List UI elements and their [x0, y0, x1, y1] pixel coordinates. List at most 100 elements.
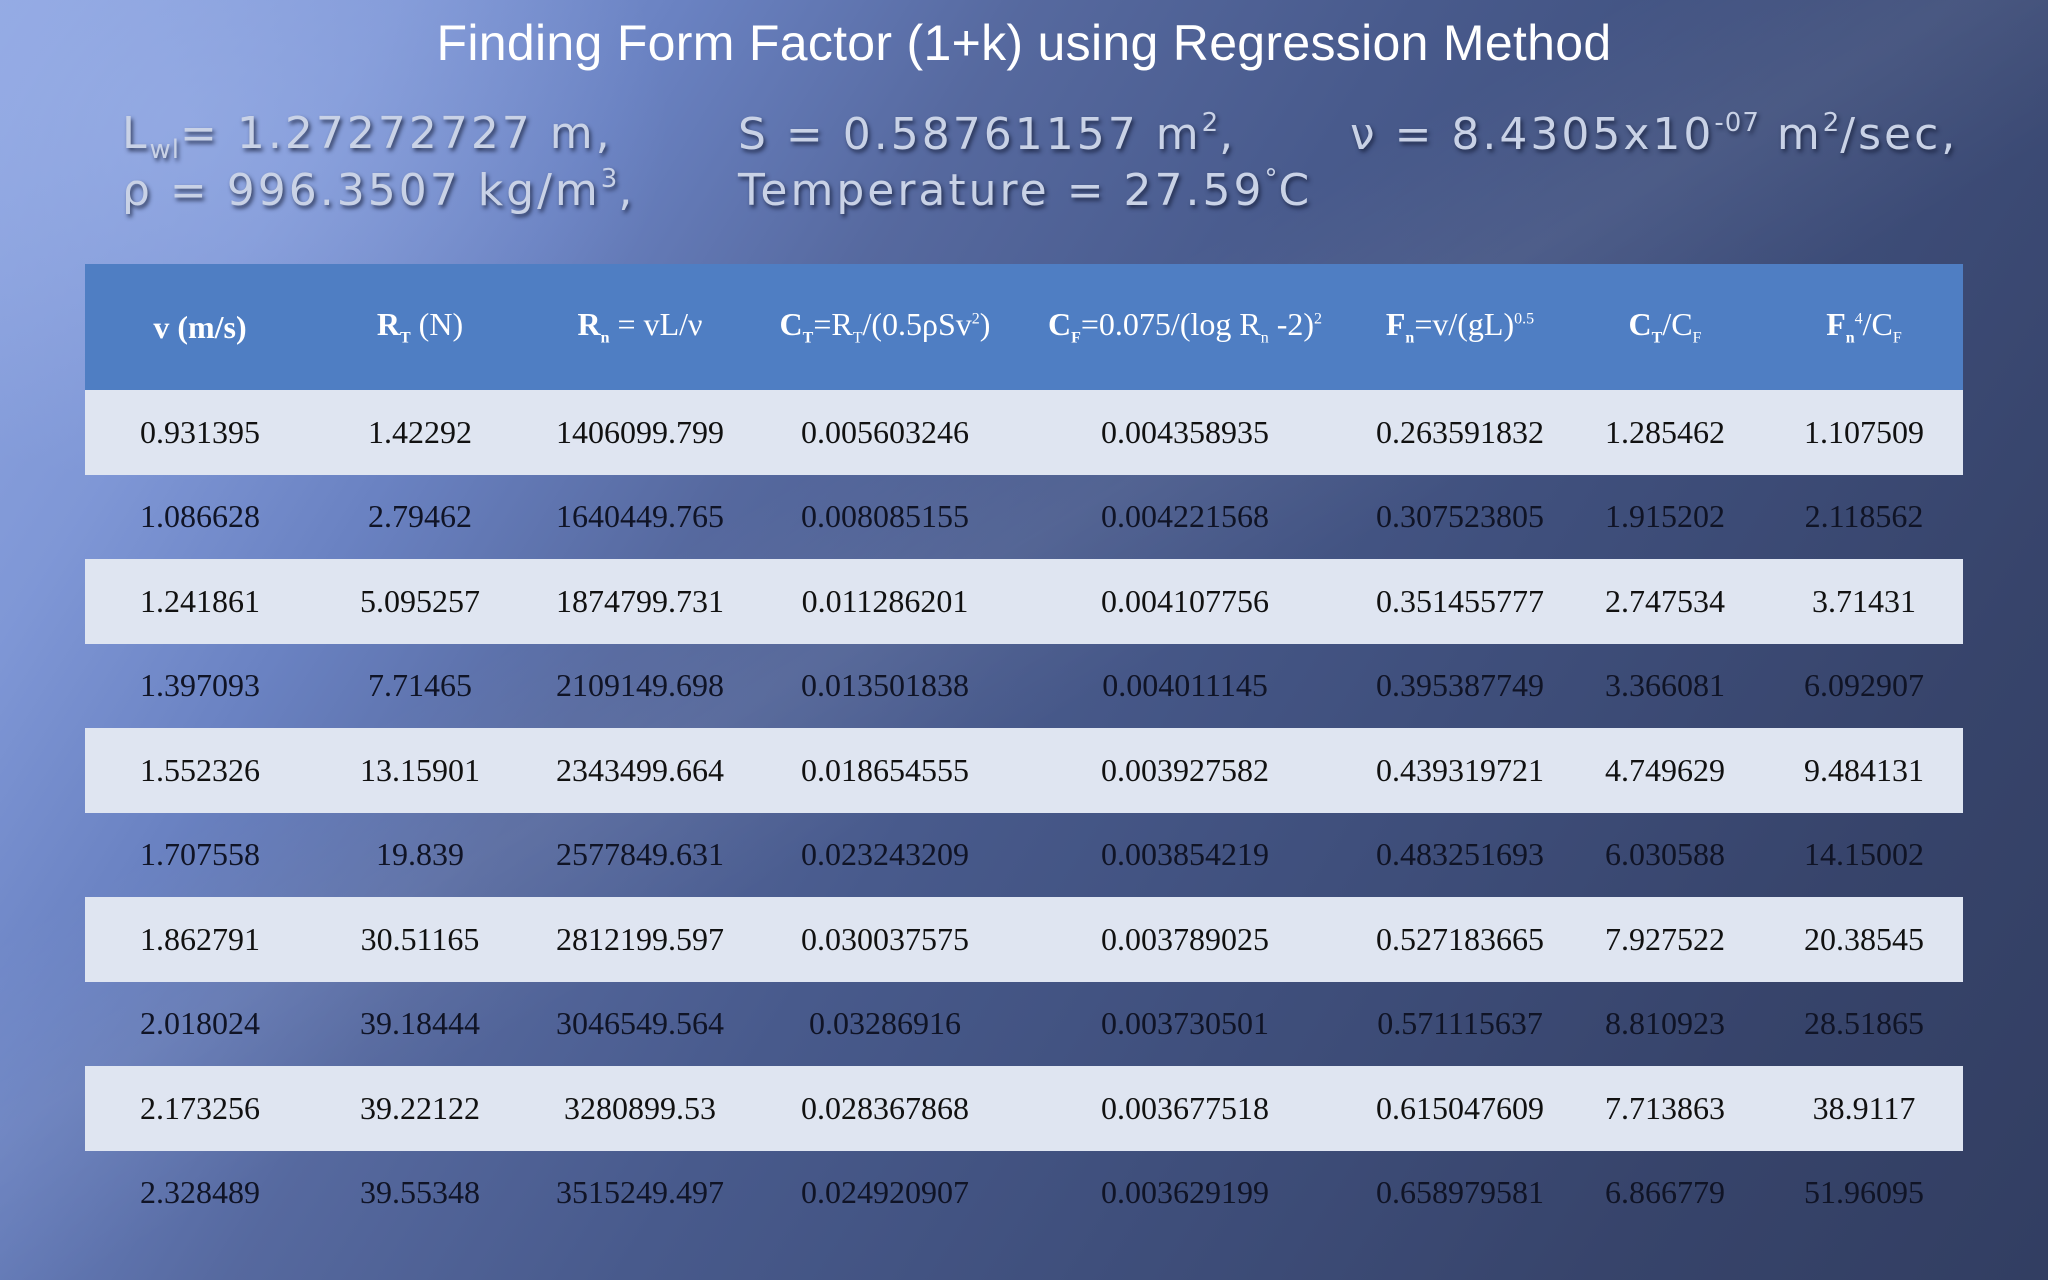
table-cell: 2.79462	[368, 498, 472, 535]
table-cell: 51.96095	[1804, 1174, 1924, 1211]
table-cell: 4.749629	[1565, 728, 1765, 813]
table-cell: 1.42292	[315, 390, 525, 475]
table-row: 0.931395 1.42292 1406099.799 0.005603246 0.0…	[85, 390, 1963, 475]
table-cell: 0.439319721	[1355, 728, 1565, 813]
table-cell: 38.9117	[1765, 1066, 1963, 1151]
table-cell: 0.03286916	[809, 1005, 961, 1042]
table-cell: 2.328489	[140, 1174, 260, 1211]
table-cell: 0.395387749	[1376, 667, 1544, 704]
table-cell: 0.013501838	[801, 667, 969, 704]
table-cell: 0.003854219	[1101, 836, 1269, 873]
table-row: 1.552326 13.15901 2343499.664 0.018654555 0.…	[85, 728, 1963, 813]
table-cell: 2343499.664	[525, 728, 755, 813]
table-cell: 6.866779	[1605, 1174, 1725, 1211]
table-cell: 1.915202	[1605, 498, 1725, 535]
table-cell: 1.552326	[85, 728, 315, 813]
table-cell: 39.18444	[360, 1005, 480, 1042]
table-cell: 3046549.564	[556, 1005, 724, 1042]
table-row: 2.018024 39.18444 3046549.564 0.03286916 0.0…	[85, 982, 1963, 1067]
table-cell: 7.71465	[368, 667, 472, 704]
table-cell: 0.615047609	[1355, 1066, 1565, 1151]
table-cell: 7.927522	[1565, 897, 1765, 982]
table-cell: 2812199.597	[525, 897, 755, 982]
table-row: 1.086628 2.79462 1640449.765 0.008085155 0.0…	[85, 475, 1963, 560]
table-header-row: v (m/s) RT (N) Rn = vL/ν CT=RT/(0.5ρSv2)…	[85, 264, 1963, 390]
table-cell: 2577849.631	[556, 836, 724, 873]
table-cell: 3.71431	[1765, 559, 1963, 644]
param-nu: ν = 8.4305x10-07 m2/sec,	[1350, 108, 1959, 160]
table-body: 0.931395 1.42292 1406099.799 0.005603246 0.0…	[85, 390, 1963, 1235]
table-cell: 0.004107756	[1015, 559, 1355, 644]
table-cell: 20.38545	[1765, 897, 1963, 982]
param-temperature: Temperature = 27.59°C	[738, 164, 1313, 216]
table-cell: 0.003629199	[1101, 1174, 1269, 1211]
header-fn4-over-cf: Fn4/CF	[1765, 264, 1963, 390]
table-cell: 0.004011145	[1102, 667, 1268, 704]
table-cell: 19.839	[376, 836, 464, 873]
header-ct-over-cf: CT/CF	[1565, 264, 1765, 390]
table-cell: 1874799.731	[525, 559, 755, 644]
header-friction-coefficient: CF=0.075/(log Rn -2)2	[1015, 264, 1355, 390]
table-cell: 2.118562	[1804, 498, 1924, 535]
table-cell: 0.003677518	[1015, 1066, 1355, 1151]
table-row: 1.707558 19.839 2577849.631 0.023243209 0.00…	[85, 813, 1963, 898]
header-total-resistance-coefficient: CT=RT/(0.5ρSv2)	[755, 264, 1015, 390]
table-cell: 3515249.497	[556, 1174, 724, 1211]
table-cell: 30.51165	[315, 897, 525, 982]
table-cell: 28.51865	[1804, 1005, 1924, 1042]
table-cell: 0.263591832	[1355, 390, 1565, 475]
header-froude-number: Fn=v/(gL)0.5	[1355, 264, 1565, 390]
table-row: 1.241861 5.095257 1874799.731 0.011286201 0.…	[85, 559, 1963, 644]
table-cell: 2109149.698	[556, 667, 724, 704]
table-cell: 0.351455777	[1355, 559, 1565, 644]
table-cell: 39.22122	[315, 1066, 525, 1151]
table-cell: 0.483251693	[1376, 836, 1544, 873]
table-cell: 1.241861	[85, 559, 315, 644]
table-cell: 2.018024	[140, 1005, 260, 1042]
table-cell: 6.092907	[1804, 667, 1924, 704]
table-cell: 39.55348	[360, 1174, 480, 1211]
table-cell: 0.030037575	[755, 897, 1015, 982]
table-cell: 1.285462	[1565, 390, 1765, 475]
table-cell: 0.008085155	[801, 498, 969, 535]
table-cell: 14.15002	[1804, 836, 1924, 873]
table-cell: 0.307523805	[1376, 498, 1544, 535]
table-cell: 0.024920907	[801, 1174, 969, 1211]
slide-title: Finding Form Factor (1+k) using Regressi…	[436, 15, 1612, 71]
param-rho: ρ = 996.3507 kg/m3,	[122, 164, 636, 216]
table-cell: 1640449.765	[556, 498, 724, 535]
table-cell: 1.086628	[140, 498, 260, 535]
param-s: S = 0.58761157 m2,	[738, 108, 1237, 160]
table-row: 1.397093 7.71465 2109149.698 0.013501838 0.0…	[85, 644, 1963, 729]
table-cell: 0.527183665	[1355, 897, 1565, 982]
table-cell: 0.003927582	[1015, 728, 1355, 813]
table-cell: 0.931395	[85, 390, 315, 475]
table-cell: 0.011286201	[755, 559, 1015, 644]
table-cell: 8.810923	[1605, 1005, 1725, 1042]
header-velocity: v (m/s)	[85, 264, 315, 390]
table-row: 1.862791 30.51165 2812199.597 0.030037575 0.…	[85, 897, 1963, 982]
table-cell: 6.030588	[1605, 836, 1725, 873]
param-lwl: Lwl= 1.27272727 m,	[122, 108, 613, 165]
table-cell: 1.707558	[140, 836, 260, 873]
table-cell: 13.15901	[315, 728, 525, 813]
table-cell: 0.003789025	[1015, 897, 1355, 982]
table-cell: 7.713863	[1565, 1066, 1765, 1151]
table-cell: 0.004221568	[1101, 498, 1269, 535]
table-cell: 0.658979581	[1376, 1174, 1544, 1211]
table-cell: 9.484131	[1765, 728, 1963, 813]
table-cell: 1.397093	[140, 667, 260, 704]
table-cell: 2.747534	[1565, 559, 1765, 644]
table-cell: 1406099.799	[525, 390, 755, 475]
table-cell: 0.018654555	[755, 728, 1015, 813]
table-cell: 2.173256	[85, 1066, 315, 1151]
table-row: 2.173256 39.22122 3280899.53 0.028367868 0.0…	[85, 1066, 1963, 1151]
header-reynolds-number: Rn = vL/ν	[525, 264, 755, 390]
table-cell: 0.005603246	[755, 390, 1015, 475]
table-row: 2.328489 39.55348 3515249.497 0.024920907 0.…	[85, 1151, 1963, 1236]
regression-table: v (m/s) RT (N) Rn = vL/ν CT=RT/(0.5ρSv2)…	[85, 264, 1963, 1235]
header-total-resistance: RT (N)	[315, 264, 525, 390]
table-cell: 3.366081	[1605, 667, 1725, 704]
table-cell: 5.095257	[315, 559, 525, 644]
table-cell: 3280899.53	[525, 1066, 755, 1151]
